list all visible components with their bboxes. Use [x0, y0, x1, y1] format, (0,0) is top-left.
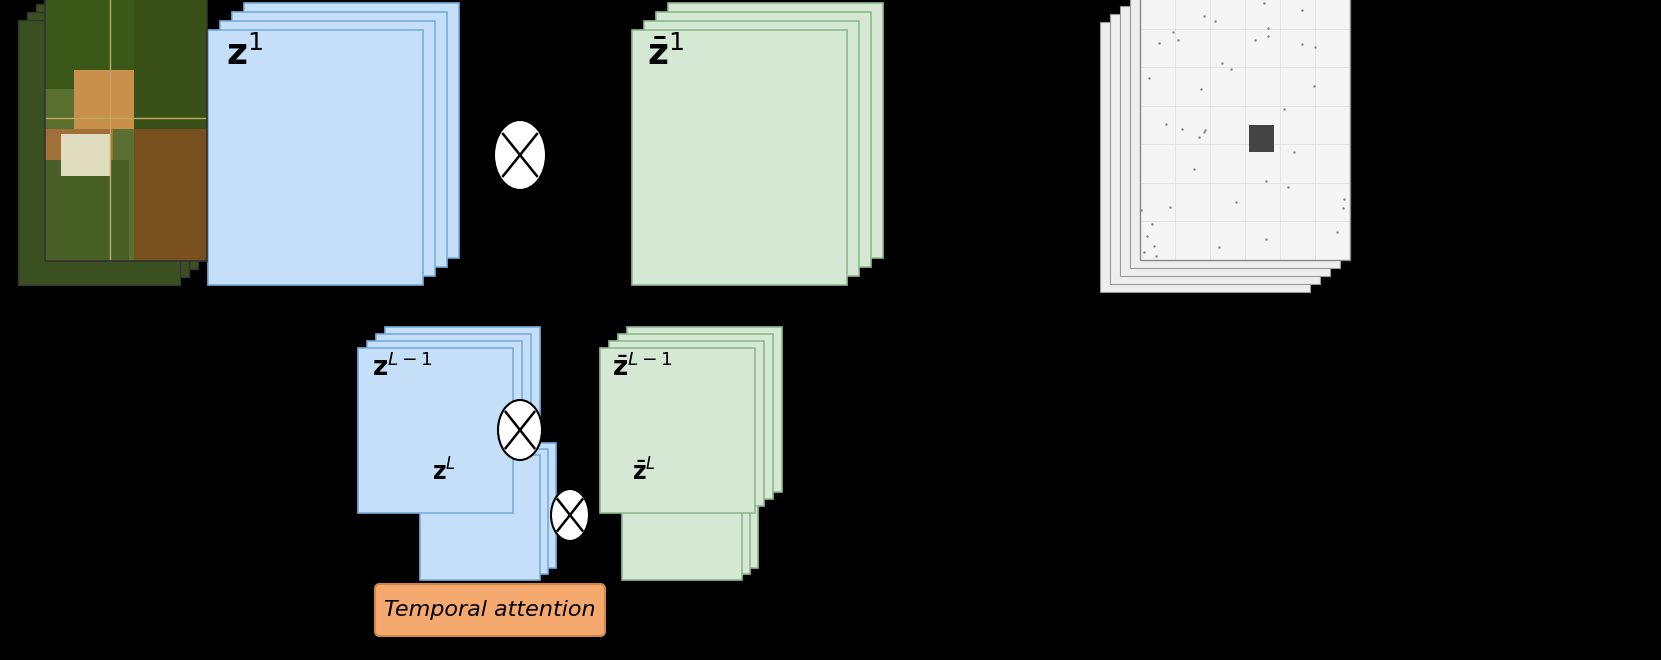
Bar	[61, 134, 110, 176]
Text: $\mathbf{z}^1$: $\mathbf{z}^1$	[226, 36, 262, 72]
Text: $\mathbf{z}^{L}$: $\mathbf{z}^{L}$	[432, 459, 457, 486]
Bar	[45, 0, 135, 88]
Bar	[1110, 14, 1320, 284]
FancyBboxPatch shape	[621, 455, 742, 580]
Text: $\mathbf{z}^{L-1}$: $\mathbf{z}^{L-1}$	[372, 352, 432, 381]
Bar	[1249, 125, 1274, 152]
FancyBboxPatch shape	[385, 327, 540, 492]
Bar	[1129, 0, 1340, 268]
Bar	[45, 0, 208, 261]
FancyBboxPatch shape	[600, 348, 756, 513]
Ellipse shape	[551, 489, 590, 541]
Text: $\mathbf{\bar{z}}^{L}$: $\mathbf{\bar{z}}^{L}$	[631, 459, 656, 486]
Bar	[135, 129, 208, 261]
Bar	[27, 12, 189, 277]
Bar	[1120, 6, 1330, 276]
Ellipse shape	[493, 120, 546, 190]
FancyBboxPatch shape	[618, 334, 772, 499]
Bar	[135, 0, 208, 129]
FancyBboxPatch shape	[375, 584, 605, 636]
FancyBboxPatch shape	[638, 443, 757, 568]
FancyBboxPatch shape	[435, 443, 556, 568]
Bar	[45, 160, 130, 261]
Text: $\mathbf{\bar{z}}^{1}$: $\mathbf{\bar{z}}^{1}$	[648, 36, 684, 72]
FancyBboxPatch shape	[244, 3, 458, 258]
FancyBboxPatch shape	[626, 327, 782, 492]
Text: $\mathbf{\bar{z}}^{L-1}$: $\mathbf{\bar{z}}^{L-1}$	[611, 352, 673, 381]
FancyBboxPatch shape	[630, 449, 751, 574]
Bar	[37, 4, 198, 269]
FancyBboxPatch shape	[631, 30, 847, 285]
Bar	[45, 129, 113, 195]
Ellipse shape	[498, 400, 541, 460]
FancyBboxPatch shape	[656, 12, 870, 267]
FancyBboxPatch shape	[644, 21, 859, 276]
Text: Temporal attention: Temporal attention	[384, 600, 596, 620]
Bar	[18, 20, 179, 285]
FancyBboxPatch shape	[208, 30, 424, 285]
Bar	[75, 70, 136, 129]
FancyBboxPatch shape	[233, 12, 447, 267]
Bar	[1100, 22, 1311, 292]
FancyBboxPatch shape	[367, 341, 522, 506]
Bar	[45, 0, 208, 261]
FancyBboxPatch shape	[359, 348, 513, 513]
FancyBboxPatch shape	[429, 449, 548, 574]
FancyBboxPatch shape	[420, 455, 540, 580]
FancyBboxPatch shape	[610, 341, 764, 506]
FancyBboxPatch shape	[668, 3, 884, 258]
FancyBboxPatch shape	[375, 334, 532, 499]
FancyBboxPatch shape	[219, 21, 435, 276]
Bar	[1139, 0, 1350, 260]
Bar	[1139, 0, 1350, 260]
